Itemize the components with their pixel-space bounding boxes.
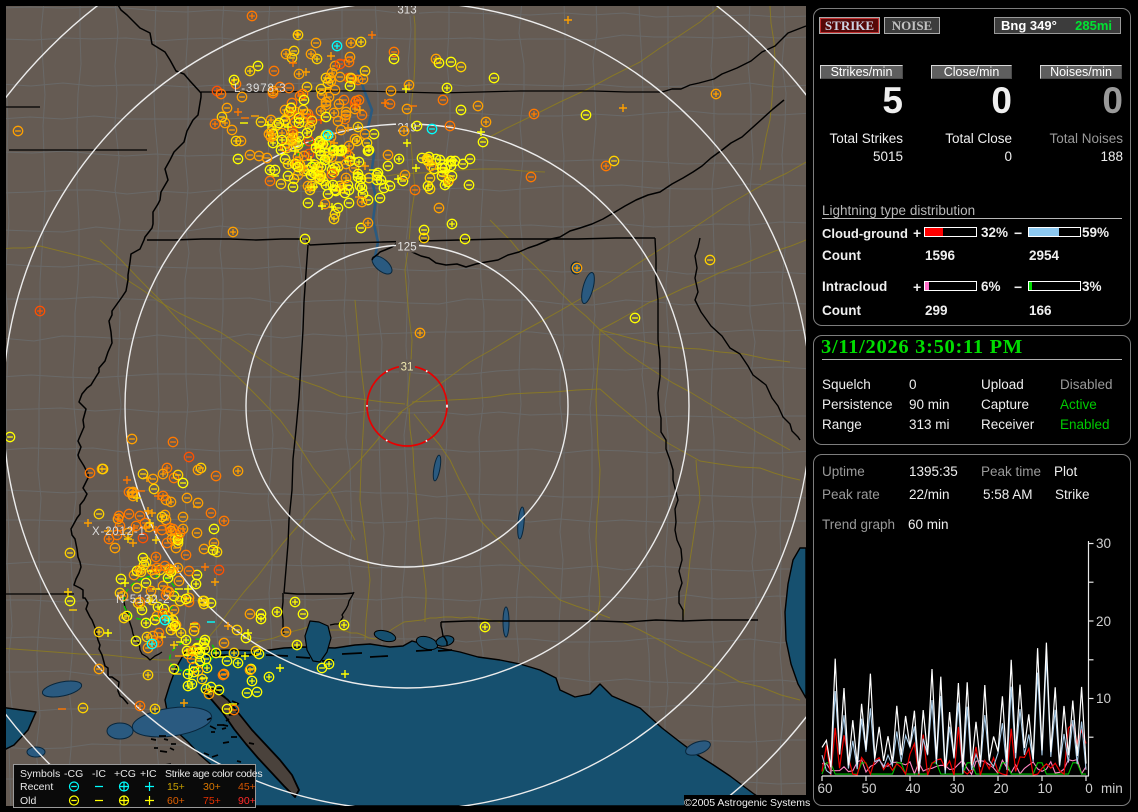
svg-text:20: 20	[1096, 614, 1111, 629]
svg-text:20: 20	[993, 781, 1008, 796]
svg-text:X-2012-1: X-2012-1	[92, 526, 146, 538]
svg-text:30: 30	[1096, 536, 1111, 551]
svg-text:125: 125	[397, 242, 416, 254]
svg-text:30: 30	[949, 781, 964, 796]
svg-text:50: 50	[861, 781, 876, 796]
svg-text:10: 10	[1037, 781, 1052, 796]
svg-text:min: min	[1101, 781, 1123, 796]
svg-text:0: 0	[1085, 781, 1093, 796]
svg-text:60: 60	[817, 781, 832, 796]
svg-text:40: 40	[905, 781, 920, 796]
svg-text:L-3978-3: L-3978-3	[234, 83, 286, 95]
svg-text:N-5132-2: N-5132-2	[116, 594, 170, 606]
svg-text:10: 10	[1096, 691, 1111, 706]
svg-text:313: 313	[397, 6, 416, 17]
svg-text:31: 31	[401, 362, 414, 374]
